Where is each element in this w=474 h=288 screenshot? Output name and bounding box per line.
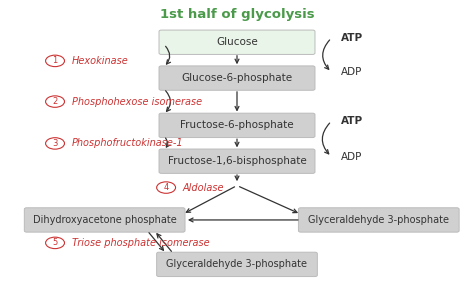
FancyBboxPatch shape: [299, 208, 459, 232]
FancyBboxPatch shape: [159, 113, 315, 138]
Text: Phosphohexose isomerase: Phosphohexose isomerase: [72, 96, 202, 107]
Text: Glucose-6-phosphate: Glucose-6-phosphate: [182, 73, 292, 83]
FancyBboxPatch shape: [156, 252, 318, 276]
Text: Triose phosphate isomerase: Triose phosphate isomerase: [72, 238, 209, 248]
FancyBboxPatch shape: [159, 66, 315, 90]
FancyBboxPatch shape: [24, 208, 185, 232]
Text: Dihydroxyacetone phosphate: Dihydroxyacetone phosphate: [33, 215, 176, 225]
Text: Phosphofructokinase-1: Phosphofructokinase-1: [72, 139, 183, 148]
Text: 1st half of glycolysis: 1st half of glycolysis: [160, 8, 314, 21]
Text: Glyceraldehyde 3-phosphate: Glyceraldehyde 3-phosphate: [308, 215, 449, 225]
Text: Aldolase: Aldolase: [182, 183, 224, 193]
Text: Glucose: Glucose: [216, 37, 258, 47]
Text: ATP: ATP: [341, 116, 363, 126]
Text: 4: 4: [164, 183, 169, 192]
Text: 3: 3: [52, 139, 58, 148]
Text: ADP: ADP: [341, 67, 362, 77]
Text: Fructose-6-phosphate: Fructose-6-phosphate: [180, 120, 294, 130]
Text: 1: 1: [53, 56, 58, 65]
FancyBboxPatch shape: [159, 149, 315, 173]
Text: Hexokinase: Hexokinase: [72, 56, 128, 66]
Text: ADP: ADP: [341, 152, 362, 162]
Text: ATP: ATP: [341, 33, 363, 43]
Text: Glyceraldehyde 3-phosphate: Glyceraldehyde 3-phosphate: [166, 259, 308, 269]
Text: 5: 5: [53, 238, 58, 247]
Text: Fructose-1,6-bisphosphate: Fructose-1,6-bisphosphate: [168, 156, 306, 166]
Text: 2: 2: [53, 97, 58, 106]
FancyBboxPatch shape: [159, 30, 315, 54]
